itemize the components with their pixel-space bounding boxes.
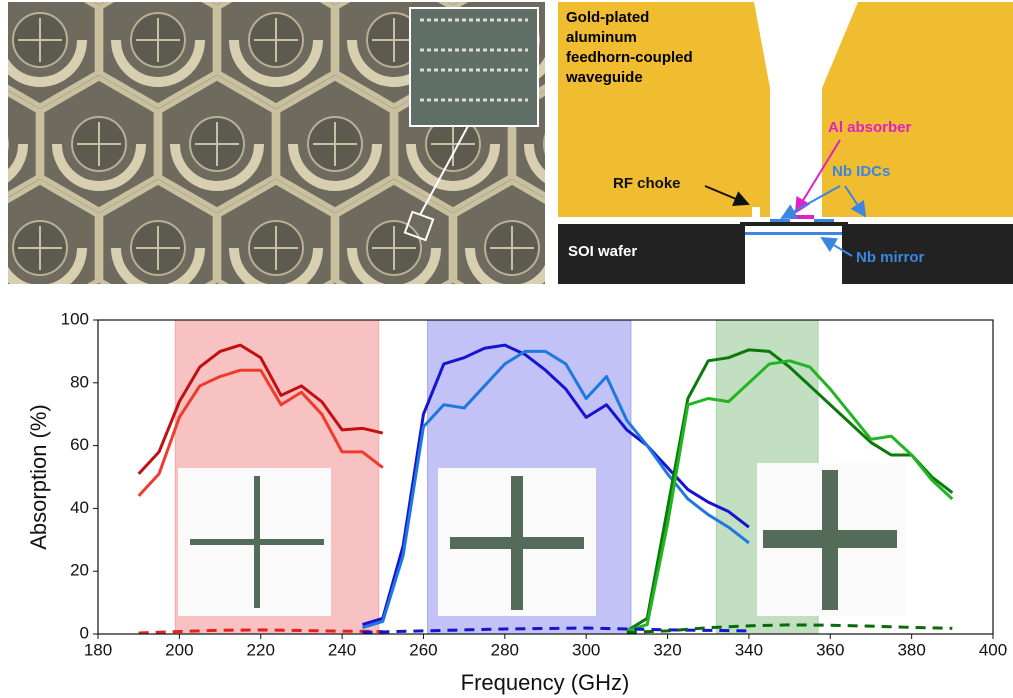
label-line: aluminum [566, 29, 637, 46]
x-tick-label: 300 [572, 640, 600, 659]
x-tick-label: 280 [491, 640, 519, 659]
label-line: feedhorn-coupled [566, 49, 693, 66]
inset-image [438, 468, 596, 616]
waveguide-right [822, 2, 1013, 217]
x-tick-label: 380 [897, 640, 925, 659]
cross [0, 122, 3, 166]
figure: Gold-plated aluminum feedhorn-coupled wa… [0, 0, 1013, 698]
absorber-label: Al absorber [828, 119, 912, 136]
label-line: waveguide [565, 69, 643, 86]
y-tick-label: 80 [70, 372, 89, 391]
hex [0, 0, 38, 2]
x-tick-label: 200 [165, 640, 193, 659]
mirror-label: Nb mirror [856, 249, 925, 266]
zoom-inset [410, 8, 538, 126]
x-tick-label: 400 [979, 640, 1007, 659]
y-axis-label: Absorption (%) [26, 404, 51, 550]
y-tick-label: 0 [80, 623, 89, 642]
y-tick-label: 60 [70, 435, 89, 454]
hex [632, 0, 746, 2]
absorber [790, 215, 814, 219]
hex [42, 0, 156, 2]
hex [160, 0, 274, 2]
y-tick-label: 100 [61, 309, 89, 328]
diagram: Gold-plated aluminum feedhorn-coupled wa… [558, 2, 1013, 284]
x-tick-label: 240 [328, 640, 356, 659]
membrane [740, 222, 848, 226]
wafer-label: SOI wafer [568, 243, 637, 260]
inset-image [757, 463, 905, 616]
x-tick-label: 180 [84, 640, 112, 659]
choke-label: RF choke [613, 175, 681, 192]
x-tick-label: 340 [735, 640, 763, 659]
hex [514, 0, 628, 2]
x-tick-label: 260 [409, 640, 437, 659]
hex [278, 0, 392, 2]
idc-label: Nb IDCs [832, 163, 890, 180]
idc [770, 219, 790, 222]
idc [814, 219, 834, 222]
y-tick-label: 20 [70, 561, 89, 580]
hex [396, 0, 510, 2]
inset-image [178, 468, 331, 616]
x-tick-label: 360 [816, 640, 844, 659]
y-tick-label: 40 [70, 498, 89, 517]
x-tick-label: 320 [653, 640, 681, 659]
label-line: Gold-plated [566, 9, 649, 26]
pixel [0, 117, 8, 171]
x-axis-label: Frequency (GHz) [461, 670, 630, 695]
x-tick-label: 220 [247, 640, 275, 659]
page: {"chart_data": {"type": "line", "xlabel"… [0, 0, 1013, 698]
mirror [745, 232, 842, 235]
insets [178, 463, 905, 616]
